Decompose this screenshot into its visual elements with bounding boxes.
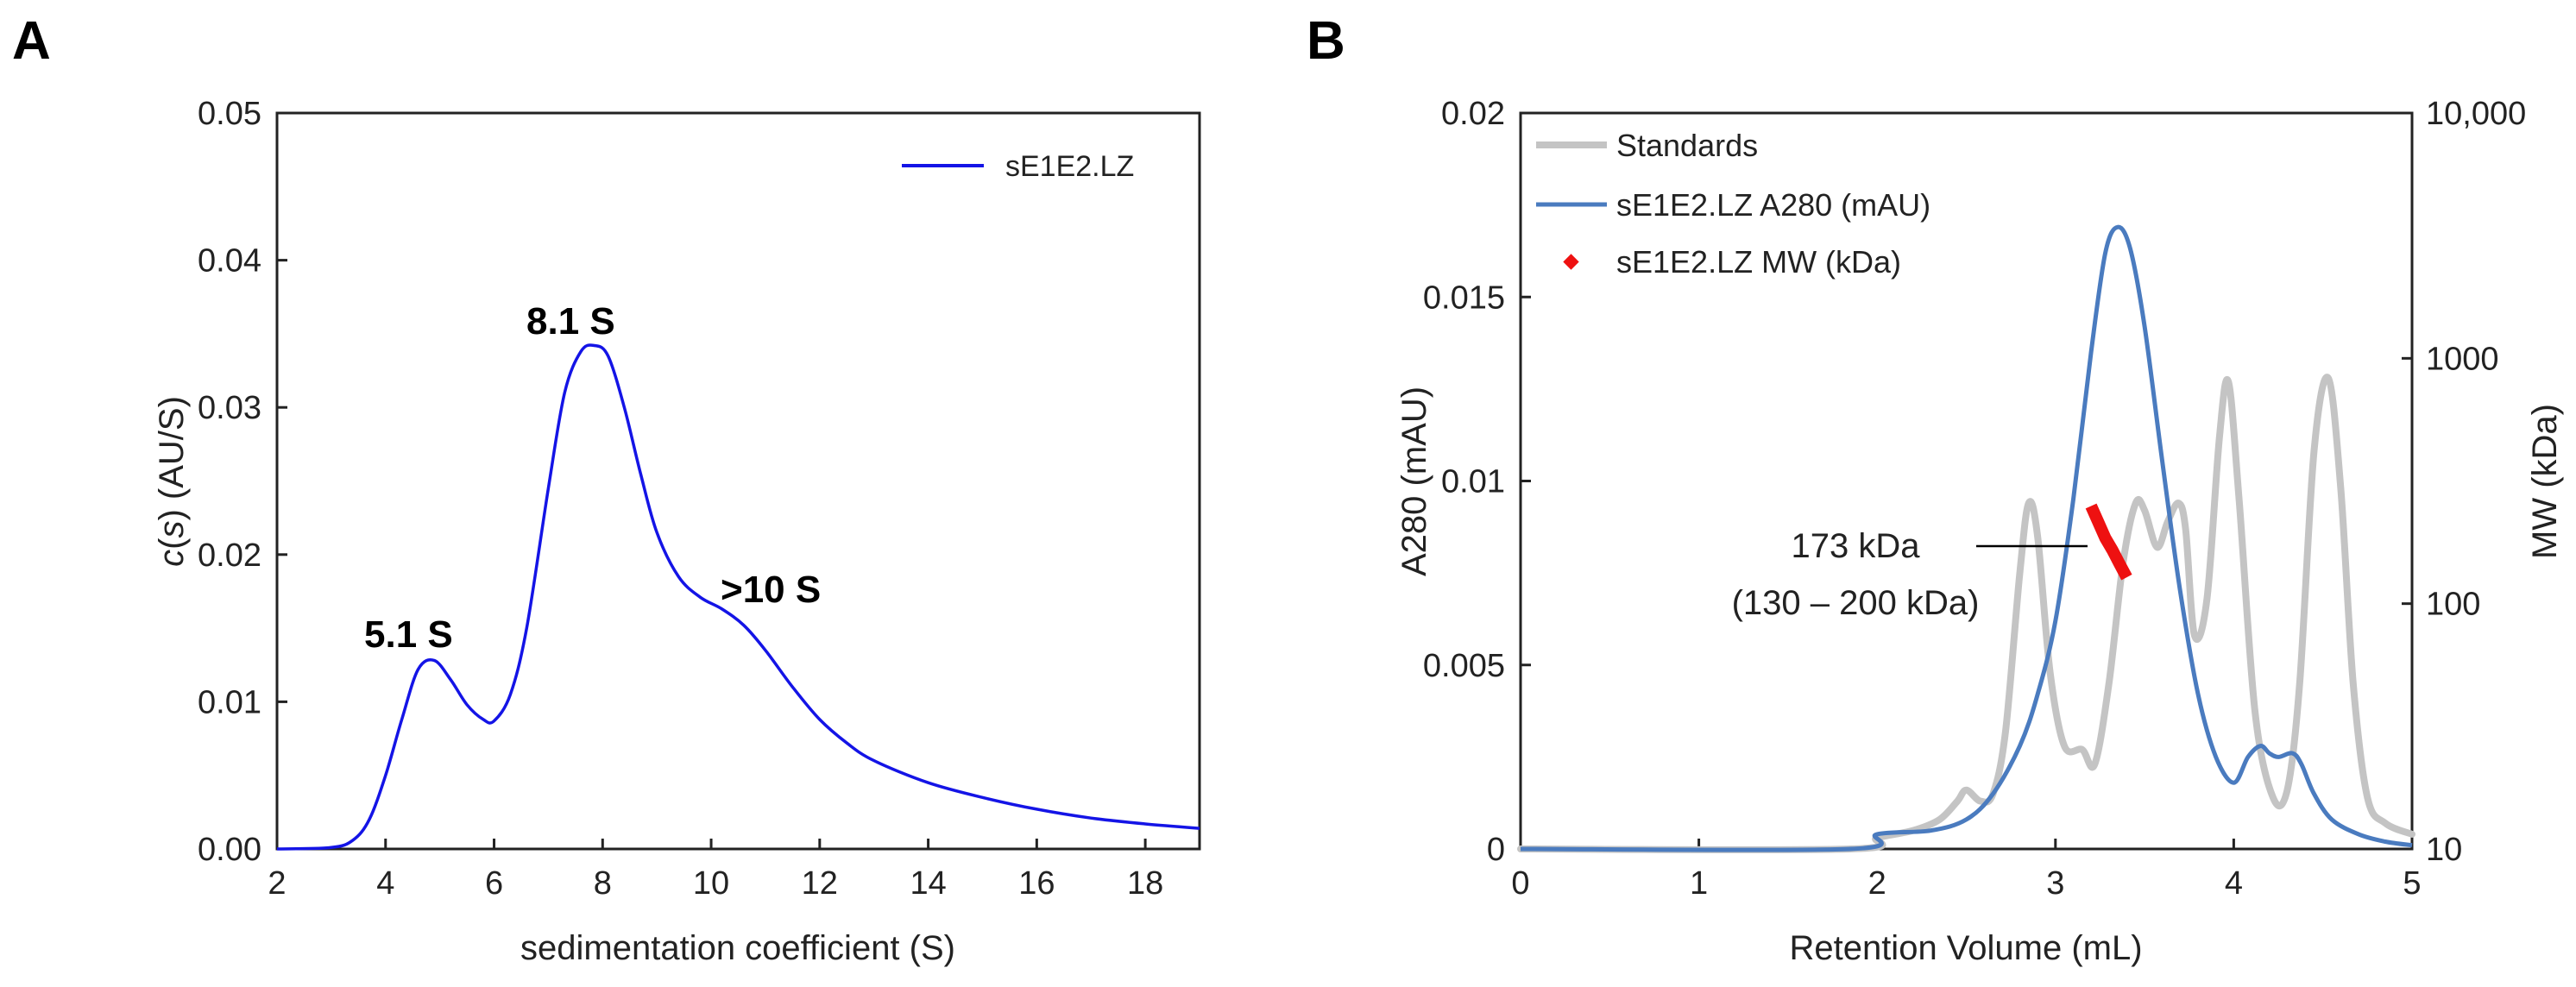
panel-b-legend-label-mw: sE1E2.LZ MW (kDa) (1616, 244, 1901, 280)
panel-a-peak-label-8-1s: 8.1 S (526, 300, 615, 343)
panel-b-y2-axis-title: MW (kDa) (2526, 404, 2564, 559)
panel-b-y-tick-label: 0.015 (1423, 280, 1505, 316)
panel-a-y-tick-label: 0.03 (198, 390, 261, 426)
panel-a-y-tick-label: 0.01 (198, 684, 261, 720)
panel-b-x-tick-label: 3 (2046, 865, 2064, 902)
panel-b-legend-label-a280: sE1E2.LZ A280 (mAU) (1616, 187, 1930, 223)
panel-a-y-axis-title-c: c (153, 550, 191, 567)
panel-b-x-axis-title: Retention Volume (mL) (1789, 929, 2142, 967)
panel-b-standards-line (1517, 374, 2415, 853)
panel-a-y-tick-label: 0.00 (198, 832, 261, 868)
panel-a-x-tick-label: 2 (268, 865, 286, 902)
panel-letter-a: A (12, 11, 51, 71)
panel-a-x-axis-title: sedimentation coefficient (S) (520, 929, 955, 967)
panel-b-x-tick-label: 1 (1690, 865, 1708, 902)
panel-a-y-tick-label: 0.04 (198, 243, 261, 280)
panel-b-legend-label-standards: Standards (1616, 128, 1758, 163)
panel-letter-b: B (1307, 11, 1345, 71)
panel-b-x-tick-label: 0 (1511, 865, 1529, 902)
panel-a-y-axis-title-open: ( (153, 538, 191, 550)
panel-b-annotation-mw: 173 kDa (1792, 527, 1921, 565)
panel-b-y-tick-label: 0.02 (1441, 96, 1505, 132)
panel-b-mw-line (2085, 503, 2132, 581)
panel-b-y2-tick-label: 1000 (2426, 341, 2499, 377)
panel-b-y-tick-label: 0 (1487, 832, 1505, 868)
panel-b-x-tick-label: 2 (1868, 865, 1886, 902)
panel-a-y-axis-title-rest: ) (AU/S) (153, 396, 191, 520)
panel-a-x-tick-label: 18 (1127, 865, 1163, 902)
panel-a-y-axis-title: c(s) (AU/S) (153, 396, 191, 567)
panel-a-x-tick-label: 16 (1018, 865, 1055, 902)
panel-a-plot-frame (275, 111, 1201, 851)
panel-b-annotation-range: (130 – 200 kDa) (1732, 584, 1980, 622)
panel-a-legend-label: sE1E2.LZ (1005, 150, 1134, 183)
panel-a-x-tick-label: 14 (910, 865, 946, 902)
panel-b-y-tick-label: 0.01 (1441, 464, 1505, 500)
panel-a-x-ticks: 2 4 6 8 10 12 14 16 18 (268, 839, 1163, 902)
panel-a-y-ticks: 0.00 0.01 0.02 0.03 0.04 0.05 (198, 96, 287, 868)
panel-a-y-tick-label: 0.02 (198, 538, 261, 574)
panel-a-y-axis-title-s: s (153, 521, 191, 538)
panel-a-peak-label-10s: >10 S (721, 569, 821, 611)
panel-b-x-tick-label: 4 (2225, 865, 2243, 902)
panel-b-plot-frame (1519, 111, 2414, 851)
panel-b-y2-tick-label: 10,000 (2426, 96, 2526, 132)
panel-b-y-tick-label: 0.005 (1423, 648, 1505, 684)
panel-b-legend-swatch-mw (1563, 254, 1579, 270)
panel-b-a280-line (1520, 224, 2413, 852)
panel-b-x-tick-label: 5 (2403, 865, 2421, 902)
panel-a-x-tick-label: 12 (802, 865, 838, 902)
panel-a-x-tick-label: 4 (376, 865, 394, 902)
panel-b-y2-ticks: 10 100 1000 10,000 (2402, 96, 2526, 868)
panel-a-x-tick-label: 10 (693, 865, 729, 902)
panel-b-chart: 0 1 2 3 4 5 0 0.005 0.01 0.015 0.02 10 100 1000 10,0… (1395, 96, 2564, 967)
panel-b-y-axis-title: A280 (mAU) (1395, 387, 1433, 576)
panel-a-x-tick-label: 6 (485, 865, 503, 902)
panel-a-x-tick-label: 8 (594, 865, 612, 902)
panel-a-chart: 2 4 6 8 10 12 14 16 18 0.000.010.020.030.040.05 … (153, 96, 1201, 967)
panel-b-y-ticks: 0 0.005 0.01 0.015 0.02 (1423, 96, 1531, 868)
panel-b-y2-tick-label: 10 (2426, 832, 2462, 868)
panel-a-y-tick-label: 0.05 (198, 96, 261, 132)
panel-b-y2-tick-label: 100 (2426, 587, 2480, 623)
panel-a-series-line (276, 343, 1200, 851)
panel-a-peak-label-5-1s: 5.1 S (364, 613, 453, 656)
